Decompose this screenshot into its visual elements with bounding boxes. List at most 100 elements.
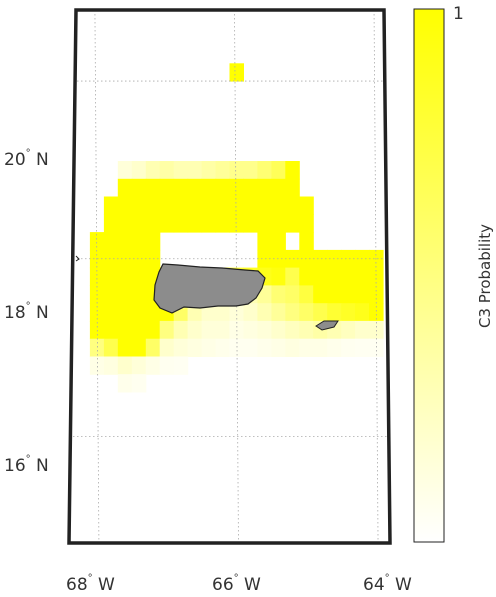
- prob-cell: [341, 285, 356, 304]
- prob-cell: [299, 303, 314, 322]
- prob-cell: [173, 320, 189, 340]
- prob-cell: [103, 356, 119, 375]
- prob-cell: [243, 338, 258, 357]
- prob-cell: [131, 356, 147, 375]
- lat-label-18: 18° N: [4, 301, 49, 323]
- prob-cell: [341, 267, 356, 286]
- prob-cell: [131, 161, 147, 180]
- prob-cell: [369, 338, 384, 357]
- prob-cell: [285, 161, 300, 180]
- prob-cell: [173, 214, 189, 233]
- prob-cell: [355, 338, 370, 357]
- prob-cell: [369, 303, 384, 322]
- prob-cell: [117, 267, 133, 286]
- prob-cell: [243, 320, 258, 340]
- prob-cell: [257, 214, 272, 233]
- prob-cell: [187, 196, 203, 215]
- prob-cell: [159, 196, 175, 215]
- prob-cell: [159, 356, 175, 375]
- prob-cell: [145, 320, 161, 340]
- prob-cell: [173, 196, 189, 215]
- map-frame: [67, 8, 392, 545]
- prob-cell: [131, 338, 147, 357]
- longitude-labels: 68° W 66° W 64° W: [66, 573, 412, 595]
- prob-cell: [131, 267, 147, 286]
- prob-cell: [131, 320, 147, 340]
- prob-cell: [243, 161, 258, 180]
- prob-cell: [187, 178, 203, 198]
- prob-cell: [299, 232, 314, 251]
- colorbar-max-label: 1: [453, 4, 464, 24]
- prob-cell: [215, 320, 230, 340]
- prob-cell: [201, 320, 217, 340]
- colorbar: [413, 8, 445, 543]
- prob-cell: [271, 178, 286, 198]
- prob-cell: [131, 196, 147, 215]
- prob-cell: [215, 196, 230, 215]
- prob-cell: [229, 214, 244, 233]
- prob-cell: [243, 214, 258, 233]
- prob-cell: [145, 196, 161, 215]
- prob-cell: [271, 196, 286, 215]
- prob-cell: [271, 303, 286, 322]
- prob-cell: [103, 338, 119, 357]
- prob-cell: [299, 196, 314, 215]
- prob-cell: [341, 303, 356, 322]
- prob-cell: [215, 161, 230, 180]
- prob-cell: [313, 249, 328, 269]
- prob-cell: [131, 214, 147, 233]
- prob-cell: [89, 267, 105, 286]
- prob-cell: [145, 161, 161, 180]
- prob-cell: [117, 374, 133, 393]
- prob-cell: [215, 303, 230, 322]
- prob-cell: [89, 232, 105, 251]
- prob-cell: [89, 338, 105, 357]
- prob-cell: [145, 338, 161, 357]
- prob-cell: [257, 303, 272, 322]
- prob-cell: [215, 338, 230, 357]
- meridian-line: [234, 10, 239, 543]
- prob-cell: [257, 249, 272, 269]
- prob-cell: [145, 232, 161, 251]
- prob-cell: [327, 267, 342, 286]
- prob-cell: [201, 178, 217, 198]
- prob-cell: [201, 161, 217, 180]
- prob-cell: [313, 338, 328, 357]
- prob-cell: [103, 285, 119, 304]
- prob-cell: [257, 161, 272, 180]
- prob-cell: [285, 196, 300, 215]
- prob-cell: [285, 285, 300, 304]
- prob-cell: [257, 232, 272, 251]
- prob-cell: [271, 267, 286, 286]
- prob-cell: [159, 178, 175, 198]
- prob-cell: [187, 161, 203, 180]
- prob-cell: [117, 285, 133, 304]
- lon-label-68: 68° W: [66, 573, 115, 595]
- prob-cell: [229, 178, 244, 198]
- prob-cell: [103, 214, 119, 233]
- prob-cell: [103, 320, 119, 340]
- prob-cell: [131, 303, 147, 322]
- prob-cell: [257, 196, 272, 215]
- prob-cell: [299, 214, 314, 233]
- prob-cell: [257, 320, 272, 340]
- prob-cell: [131, 178, 147, 198]
- prob-cell: [271, 232, 286, 251]
- prob-cell: [173, 161, 189, 180]
- prob-cell: [271, 320, 286, 340]
- prob-cell: [299, 249, 314, 269]
- prob-cell: [285, 178, 300, 198]
- meridian-line: [94, 10, 100, 543]
- prob-cell: [327, 303, 342, 322]
- prob-cell: [117, 161, 133, 180]
- prob-cell: [229, 338, 244, 357]
- prob-cell: [229, 303, 244, 322]
- prob-cell: [285, 303, 300, 322]
- prob-cell: [103, 196, 119, 215]
- prob-cell: [131, 374, 147, 393]
- prob-cell: [145, 303, 161, 322]
- lon-label-66: 66° W: [212, 573, 261, 595]
- lat-label-20: 20° N: [4, 148, 49, 170]
- prob-cell: [201, 214, 217, 233]
- prob-cell: [159, 320, 175, 340]
